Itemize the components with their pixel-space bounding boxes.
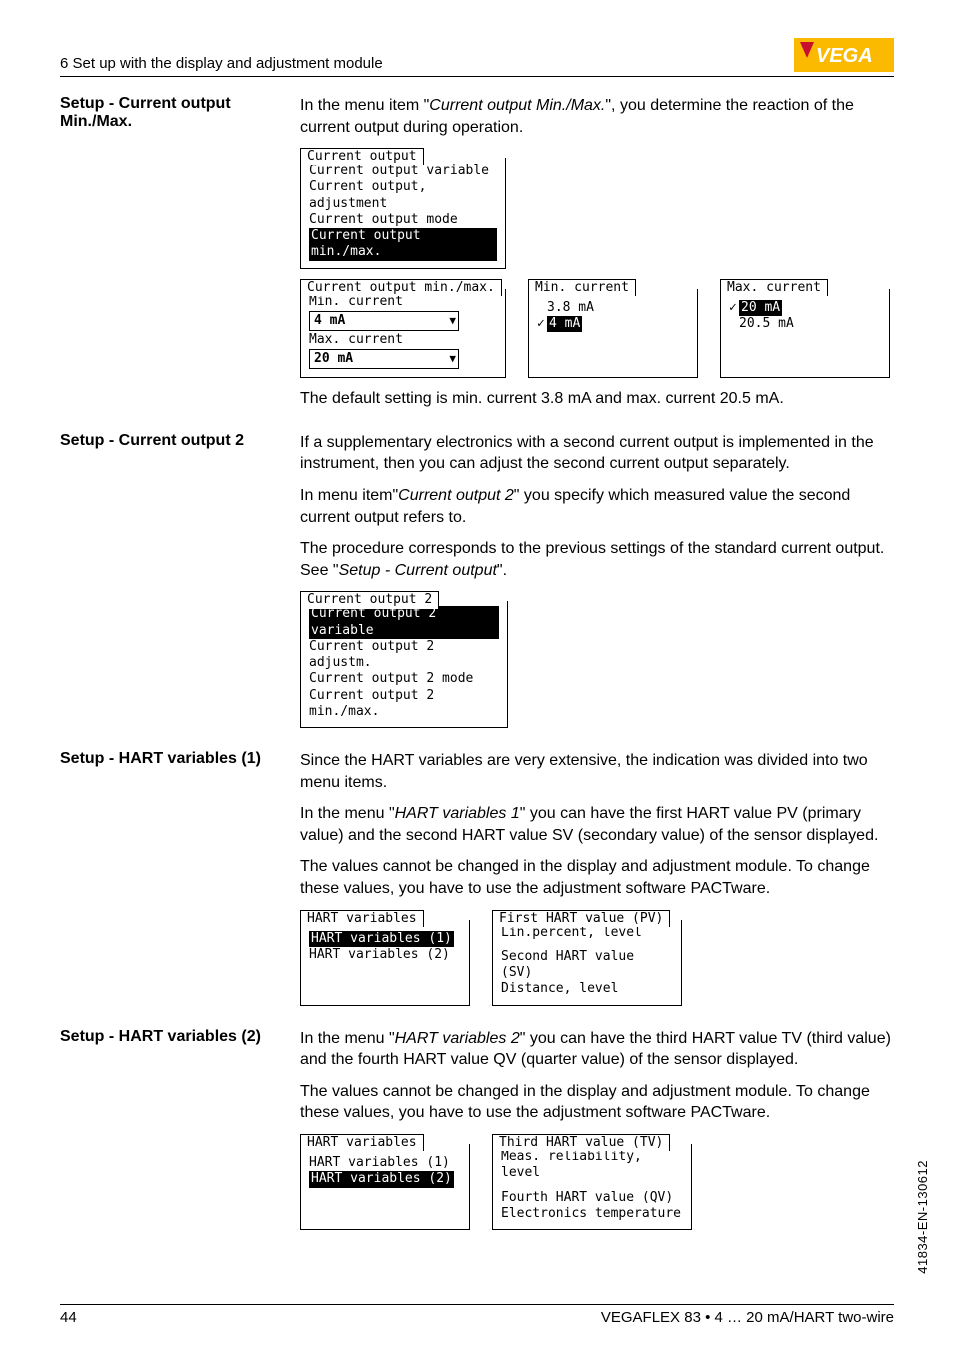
label-current-output-2: Setup - Current output 2 — [60, 432, 290, 450]
para-h1-2: In the menu "HART variables 1" you can h… — [300, 803, 894, 846]
para-h1-1: Since the HART variables are very extens… — [300, 750, 894, 793]
fig-hart-tv-qv: Third HART value (TV) Meas. reliability,… — [492, 1144, 692, 1230]
svg-text:VEGA: VEGA — [816, 45, 873, 67]
fig-current-output-menu: Current output Current output variable C… — [300, 158, 506, 269]
fig-max-current-options: Max. current ✓20 mA 20.5 mA — [720, 289, 890, 379]
header-section-title: 6 Set up with the display and adjustment… — [60, 55, 383, 72]
fig-hart-vars-menu: HART variables HART variables (1) HART v… — [300, 920, 470, 1006]
min-current-dropdown[interactable]: 4 mA▼ — [309, 311, 459, 331]
para-h2-2: The values cannot be changed in the disp… — [300, 1081, 894, 1124]
page-number: 44 — [60, 1309, 77, 1326]
doc-title: VEGAFLEX 83 • 4 … 20 mA/HART two-wire — [601, 1309, 894, 1326]
label-current-min-max: Setup - Current output Min./Max. — [60, 95, 290, 131]
vega-logo: VEGA — [794, 38, 894, 72]
fig-hart-vars-menu-2: HART variables HART variables (1) HART v… — [300, 1144, 470, 1230]
chevron-down-icon: ▼ — [449, 314, 456, 328]
fig-current-minmax-select: Current output min./max. Min. current 4 … — [300, 289, 506, 379]
para-c2-2: In menu item"Current output 2" you speci… — [300, 485, 894, 528]
fig-current-output-2-menu: Current output 2 Current output 2 variab… — [300, 601, 508, 728]
para-cmm-2: The default setting is min. current 3.8 … — [300, 388, 894, 410]
para-h1-3: The values cannot be changed in the disp… — [300, 856, 894, 899]
para-h2-1: In the menu "HART variables 2" you can h… — [300, 1028, 894, 1071]
para-c2-3: The procedure corresponds to the previou… — [300, 538, 894, 581]
label-hart-2: Setup - HART variables (2) — [60, 1028, 290, 1046]
page-footer: 44 VEGAFLEX 83 • 4 … 20 mA/HART two-wire — [60, 1304, 894, 1326]
label-hart-1: Setup - HART variables (1) — [60, 750, 290, 768]
chevron-down-icon: ▼ — [449, 352, 456, 366]
fig-hart-pv-sv: First HART value (PV) Lin.percent, level… — [492, 920, 682, 1006]
page-header: 6 Set up with the display and adjustment… — [60, 38, 894, 77]
para-cmm-1: In the menu item "Current output Min./Ma… — [300, 95, 894, 138]
max-current-dropdown[interactable]: 20 mA▼ — [309, 349, 459, 369]
document-code: 41834-EN-130612 — [915, 1160, 930, 1274]
para-c2-1: If a supplementary electronics with a se… — [300, 432, 894, 475]
fig-min-current-options: Min. current 3.8 mA ✓4 mA — [528, 289, 698, 379]
